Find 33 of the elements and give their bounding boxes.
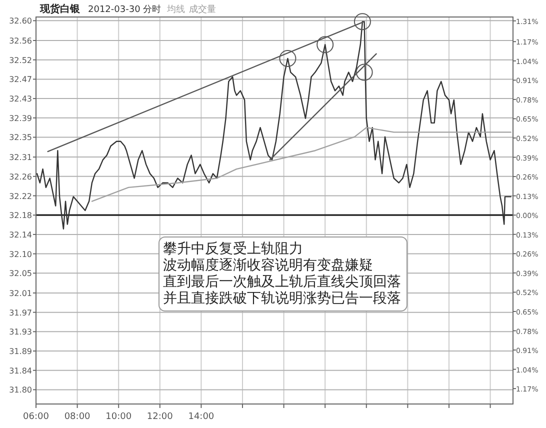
y-tick-label: 32.56 <box>9 36 32 46</box>
text: 成交量 <box>189 4 216 15</box>
y-tick-label: 32.01 <box>9 288 32 298</box>
x-tick-label: 06:00 <box>23 412 50 422</box>
annotation: 直到最后一次触及上轨后直线尖顶回落 <box>163 274 401 290</box>
y-tick-label: 32.60 <box>9 16 32 26</box>
y-tick-label: 32.14 <box>9 230 32 240</box>
y-tick-label: 32.52 <box>9 56 32 65</box>
y-tick-label: 32.05 <box>9 269 32 278</box>
y-tick-label: 31.97 <box>9 308 32 318</box>
y-tick-label: 32.18 <box>9 211 32 220</box>
text: 均线 <box>166 4 186 15</box>
y-tick-label: 32.10 <box>9 250 32 259</box>
y-tick-label: 31.80 <box>9 386 32 395</box>
y-tick-label: 31.84 <box>9 366 32 376</box>
y-tick-label: 32.39 <box>9 114 32 123</box>
y-tick-label: 32.26 <box>9 172 32 182</box>
y-tick-label: 31.89 <box>9 347 32 356</box>
x-tick-label: 12:00 <box>146 412 174 422</box>
y-tick-label: 32.47 <box>9 75 32 84</box>
chart-subtitle: 2012-03-30 分时 <box>88 4 162 15</box>
x-tick-label: 08:00 <box>64 412 91 422</box>
x-tick-label: 14:00 <box>188 412 214 422</box>
annotation: 攀升中反复受上轨阻力 <box>163 241 303 257</box>
y-tick-label: 32.31 <box>9 153 32 162</box>
x-tick-label: 10:00 <box>106 412 132 422</box>
chart-title: 现货白银 <box>39 3 81 15</box>
y-tick-label: 32.35 <box>9 133 32 142</box>
y-tick-label: 32.43 <box>9 94 32 104</box>
y-tick-label: 31.93 <box>9 328 32 337</box>
annotation: 波动幅度逐渐收容说明有变盘嫌疑 <box>163 258 373 274</box>
y-tick-label: 32.22 <box>9 192 32 201</box>
annotation: 并且直接跌破下轨说明涨势已告一段落 <box>163 290 401 306</box>
